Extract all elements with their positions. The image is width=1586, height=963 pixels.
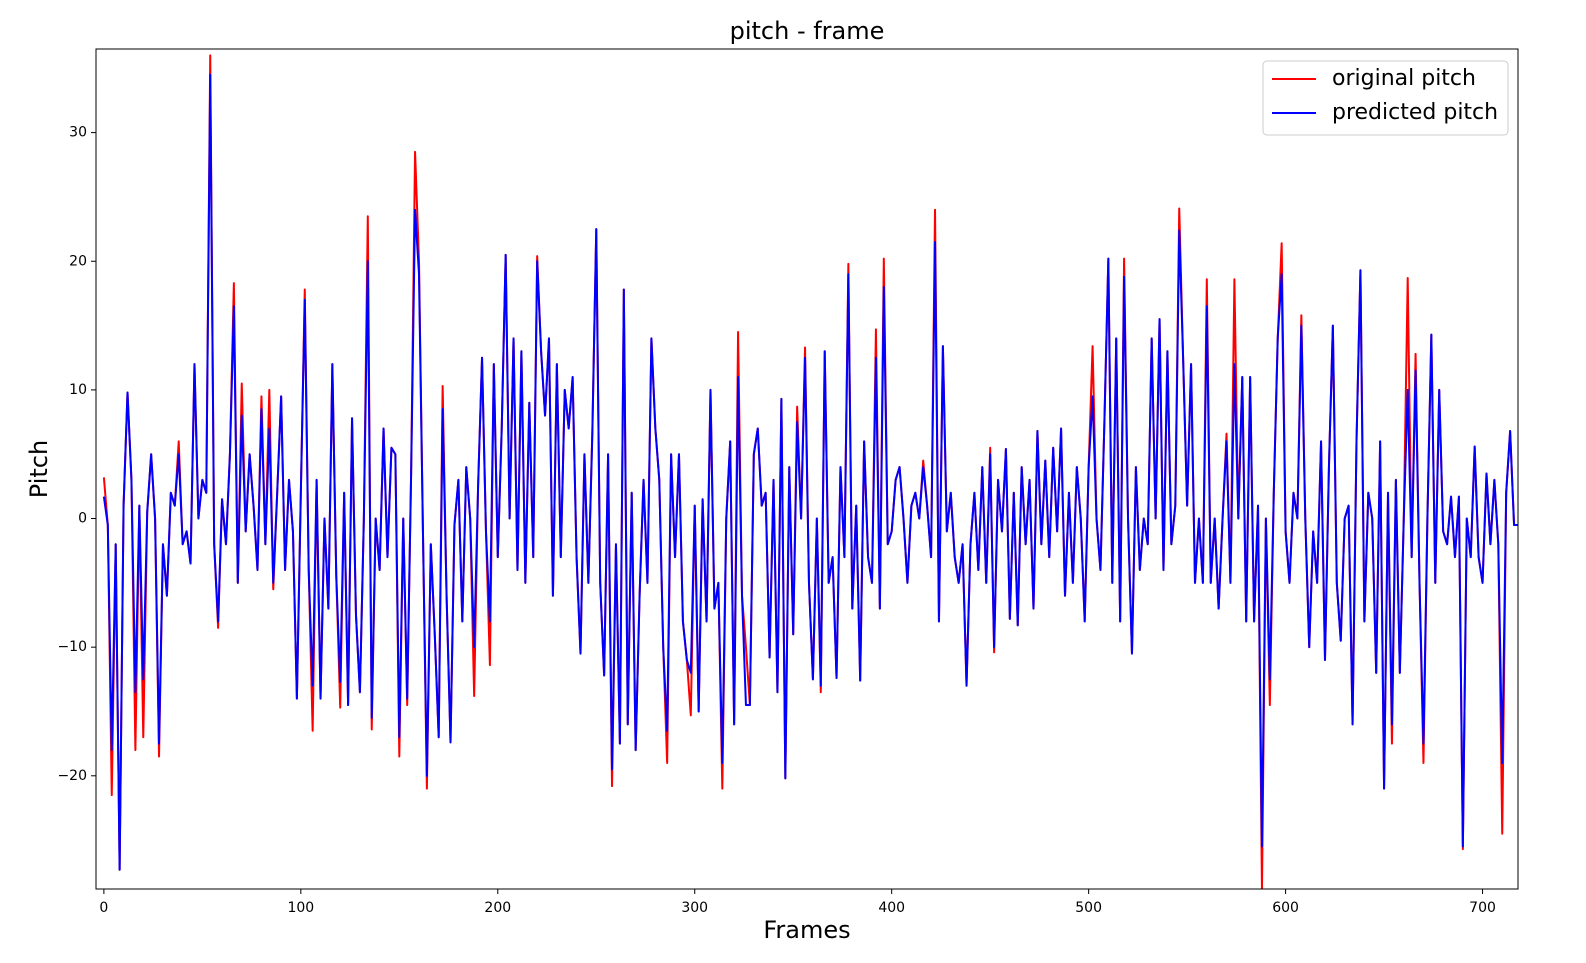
- y-tick-label: 30: [69, 125, 87, 141]
- x-tick-label: 200: [484, 900, 511, 916]
- x-tick-label: 600: [1272, 900, 1299, 916]
- x-tick-label: 0: [99, 900, 108, 916]
- legend-label: original pitch: [1332, 66, 1476, 91]
- y-tick-label: 20: [69, 253, 87, 269]
- legend: original pitch predicted pitch: [1262, 60, 1509, 136]
- legend-box: [1262, 60, 1509, 136]
- x-tick-label: 400: [878, 900, 905, 916]
- y-tick-label: −20: [57, 768, 87, 784]
- y-tick-label: 10: [69, 382, 87, 398]
- legend-label: predicted pitch: [1332, 100, 1498, 125]
- chart-title: pitch - frame: [730, 17, 885, 45]
- series-line: [102, 73, 1518, 871]
- y-tick-label: 0: [78, 511, 87, 527]
- x-tick-label: 500: [1075, 900, 1102, 916]
- x-tick-label: 300: [681, 900, 708, 916]
- y-axis-label: Pitch: [25, 440, 53, 498]
- plot-frame: [95, 48, 1519, 890]
- y-tick-label: −10: [57, 639, 87, 655]
- x-tick-label: 700: [1469, 900, 1496, 916]
- x-tick-label: 100: [287, 900, 314, 916]
- plot-lines: [102, 54, 1518, 889]
- x-axis-label: Frames: [763, 916, 850, 944]
